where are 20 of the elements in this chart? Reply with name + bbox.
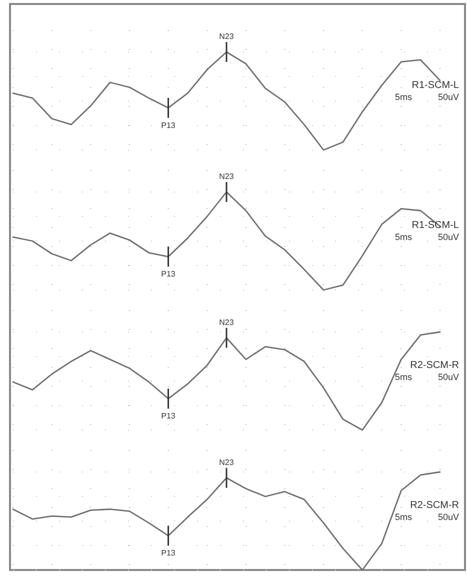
- annotation: 5ms: [395, 512, 412, 522]
- annotation: 5ms: [395, 92, 412, 102]
- annotation: N23: [219, 32, 234, 41]
- annotation: N23: [219, 458, 234, 467]
- annotation: 5ms: [395, 372, 412, 382]
- annotation: 50uV: [438, 372, 459, 382]
- annotation: N23: [219, 318, 234, 327]
- annotation: P13: [161, 412, 176, 421]
- annotation: P13: [161, 120, 176, 130]
- annotation: 50uV: [438, 92, 459, 102]
- annotation: R1-SCM-L: [412, 220, 460, 231]
- annotation: N23: [219, 172, 234, 181]
- annotation: R2-SCM-R: [410, 500, 459, 511]
- annotation: 50uV: [438, 232, 459, 242]
- annotation: P13: [161, 548, 176, 558]
- annotation: 5ms: [395, 232, 412, 242]
- annotation: R2-SCM-R: [410, 360, 459, 371]
- annotation: R1-SCM-L: [412, 80, 460, 91]
- annotation: P13: [161, 270, 176, 279]
- annotation: 50uV: [438, 512, 459, 522]
